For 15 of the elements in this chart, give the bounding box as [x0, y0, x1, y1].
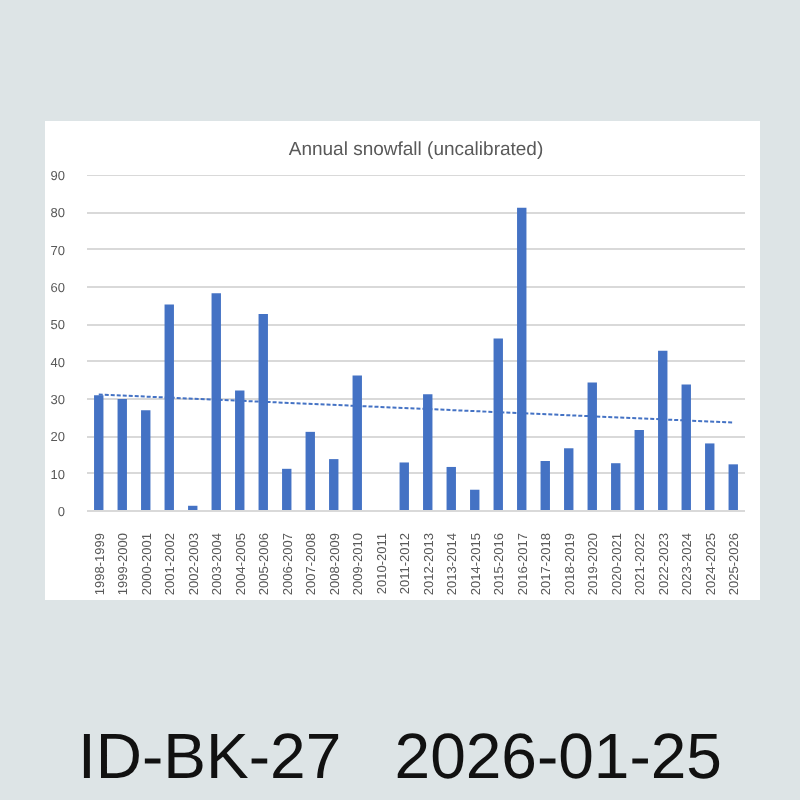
bar — [611, 463, 621, 511]
bar — [634, 429, 644, 511]
bar — [305, 431, 315, 511]
text: ID-BK-27 2026-01-25 — [78, 718, 722, 796]
bar — [728, 464, 738, 511]
chart-title: Annual snowfall (uncalibrated) — [288, 139, 544, 161]
bar — [705, 443, 715, 511]
bar — [329, 459, 339, 511]
bar — [470, 489, 480, 511]
bar — [540, 460, 550, 511]
bar — [564, 448, 574, 511]
bar — [141, 410, 151, 511]
bar — [399, 462, 409, 511]
bar — [446, 466, 456, 511]
bar — [282, 468, 292, 511]
